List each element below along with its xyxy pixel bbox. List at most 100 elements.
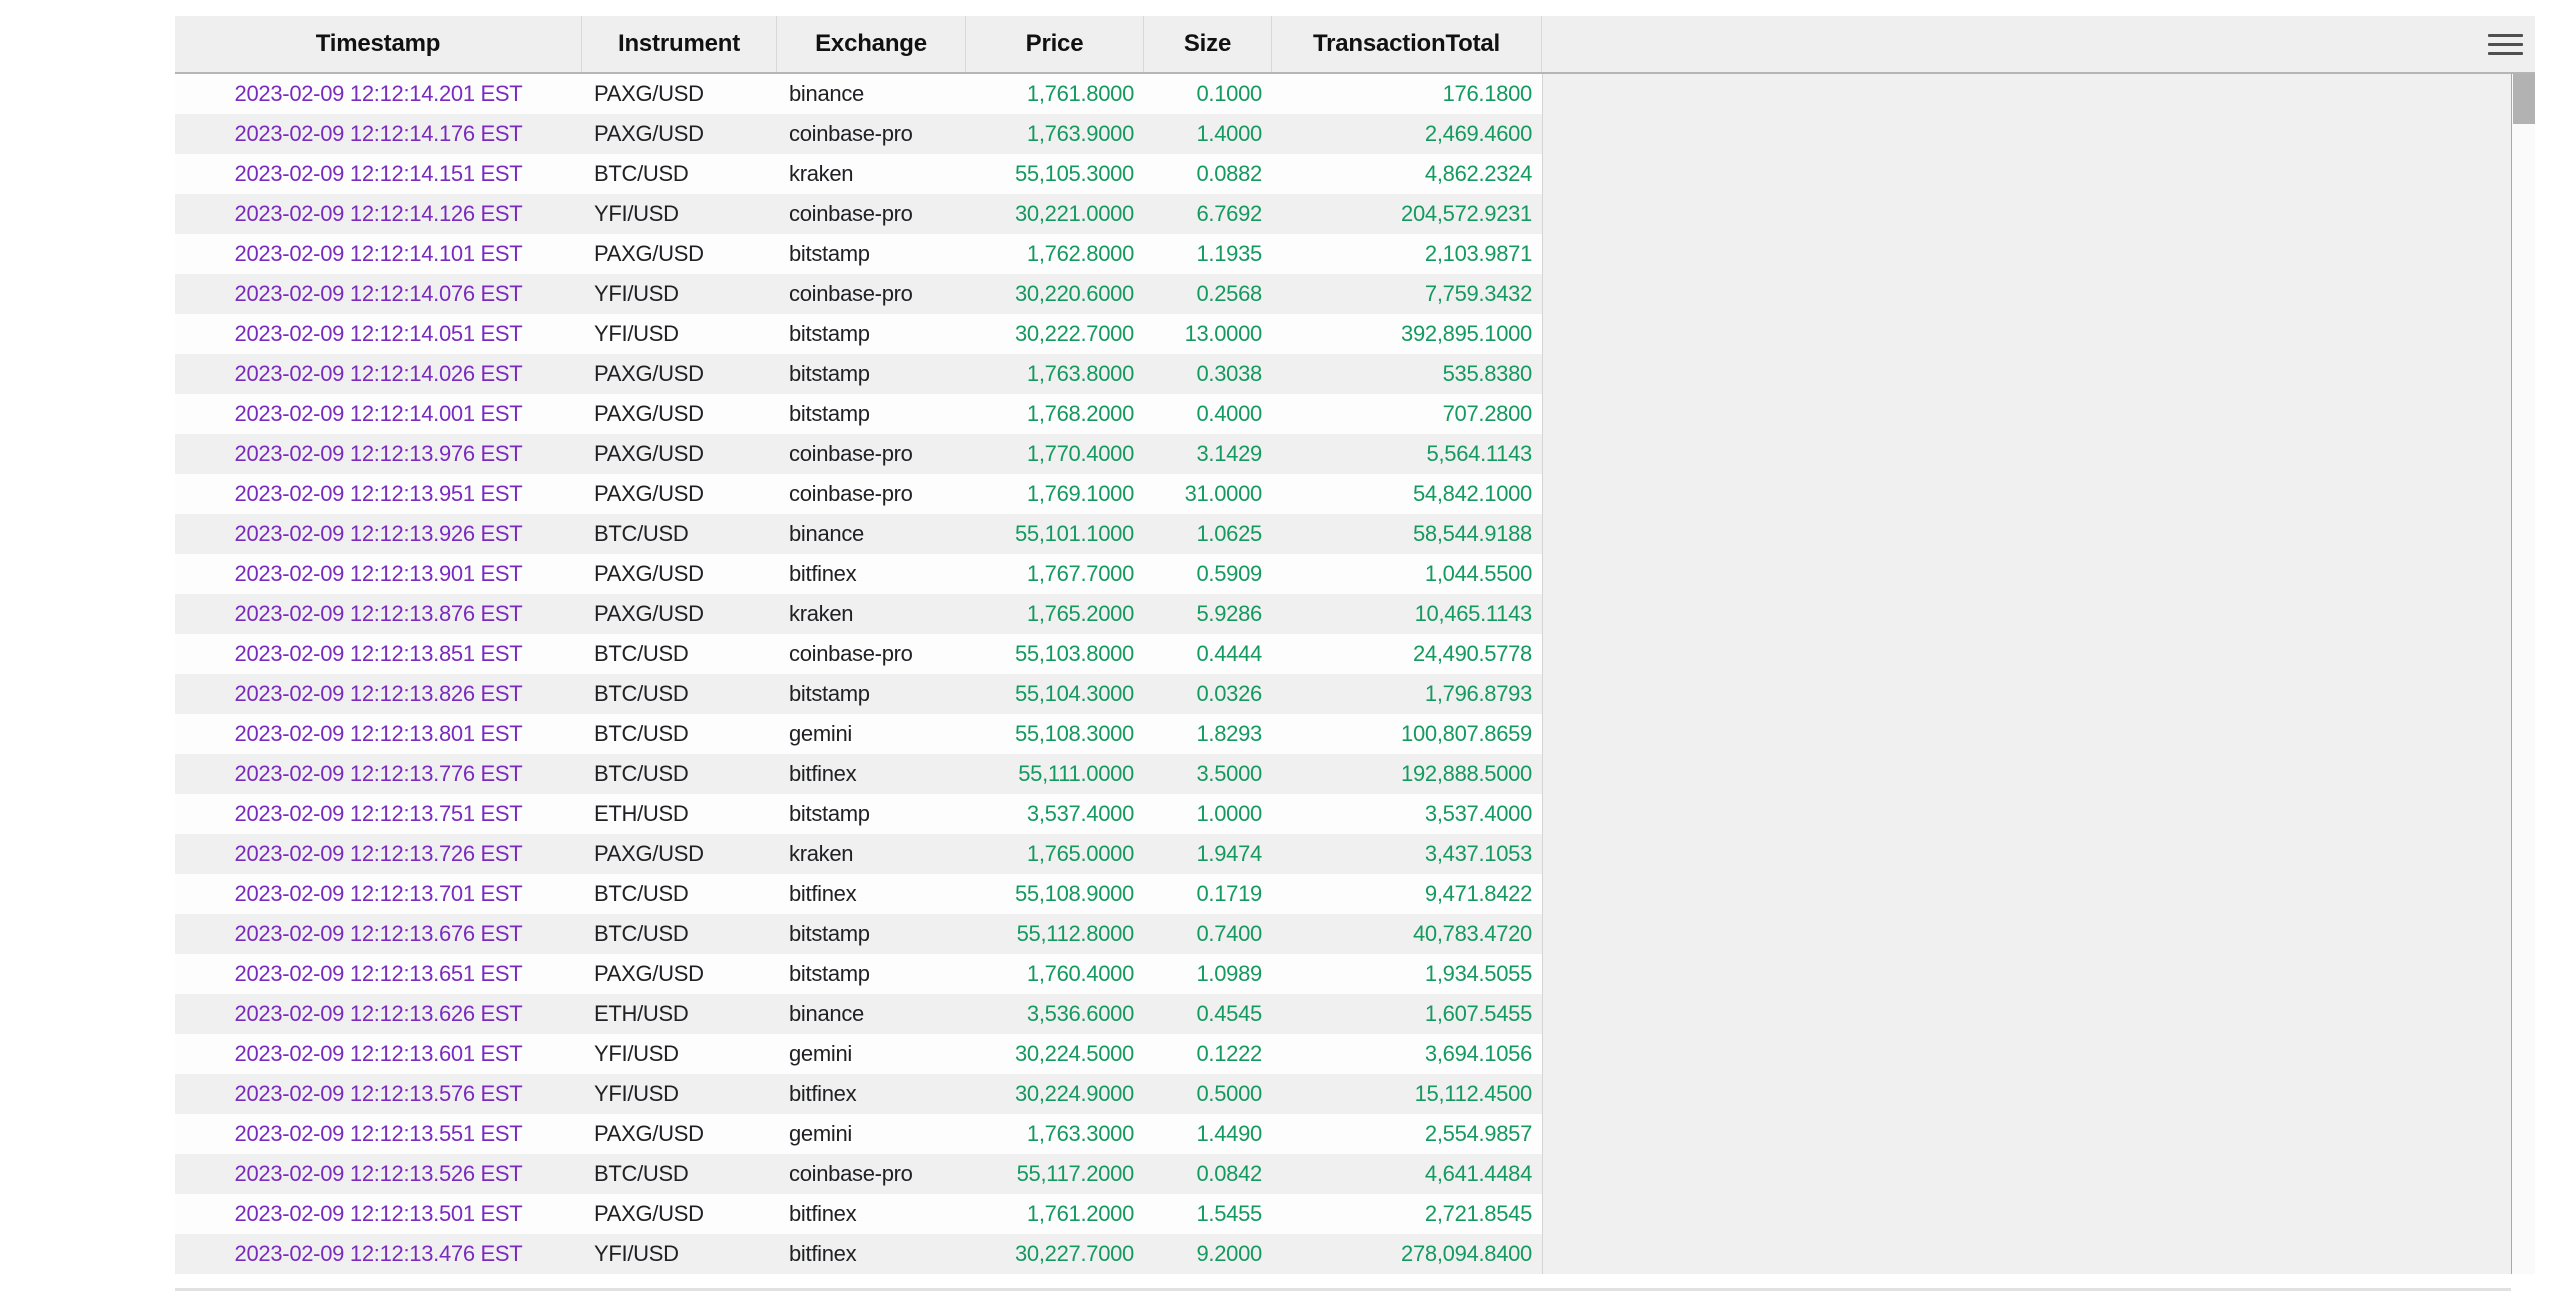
table-row[interactable]: 2023-02-09 12:12:13.951 EST PAXG/USD coinb… (175, 474, 1542, 514)
column-header-price[interactable]: Price (966, 16, 1144, 72)
cell-price: 55,101.1000 (1014, 521, 1134, 546)
cell-price: 1,769.1000 (1026, 481, 1134, 506)
table-row[interactable]: 2023-02-09 12:12:14.101 EST PAXG/USD bitst… (175, 234, 1542, 274)
cell-size: 0.1000 (1196, 81, 1263, 106)
table-row[interactable]: 2023-02-09 12:12:13.476 EST YFI/USD bitfin… (175, 1234, 1542, 1274)
cell-exchange: gemini (789, 1121, 853, 1146)
horizontal-scrollbar[interactable] (175, 1288, 2511, 1291)
cell-timestamp: 2023-02-09 12:12:13.801 EST (234, 721, 523, 746)
cell-exchange: coinbase-pro (789, 121, 913, 146)
cell-timestamp: 2023-02-09 12:12:14.026 EST (234, 361, 523, 386)
cell-timestamp: 2023-02-09 12:12:14.201 EST (234, 81, 523, 106)
cell-size: 1.9474 (1196, 841, 1263, 866)
hamburger-menu-icon (2488, 34, 2523, 37)
cell-size: 1.0625 (1196, 521, 1263, 546)
table-row[interactable]: 2023-02-09 12:12:14.151 EST BTC/USD kraken… (175, 154, 1542, 194)
table-row[interactable]: 2023-02-09 12:12:13.601 EST YFI/USD gemini… (175, 1034, 1542, 1074)
cell-size: 0.0326 (1196, 681, 1263, 706)
cell-transactiontotal: 24,490.5778 (1412, 641, 1532, 666)
table-row[interactable]: 2023-02-09 12:12:13.551 EST PAXG/USD gemin… (175, 1114, 1542, 1154)
cell-timestamp: 2023-02-09 12:12:13.901 EST (234, 561, 523, 586)
cell-size: 1.8293 (1196, 721, 1263, 746)
cell-instrument: BTC/USD (594, 521, 689, 546)
cell-price: 1,767.7000 (1026, 561, 1134, 586)
column-header-size[interactable]: Size (1144, 16, 1272, 72)
cell-price: 1,763.3000 (1026, 1121, 1134, 1146)
cell-timestamp: 2023-02-09 12:12:13.776 EST (234, 761, 523, 786)
table-row[interactable]: 2023-02-09 12:12:13.726 EST PAXG/USD krake… (175, 834, 1542, 874)
table-row[interactable]: 2023-02-09 12:12:13.651 EST PAXG/USD bitst… (175, 954, 1542, 994)
cell-size: 1.0000 (1196, 801, 1263, 826)
cell-instrument: BTC/USD (594, 921, 689, 946)
cell-transactiontotal: 100,807.8659 (1401, 721, 1532, 746)
table-row[interactable]: 2023-02-09 12:12:13.626 EST ETH/USD binanc… (175, 994, 1542, 1034)
cell-transactiontotal: 54,842.1000 (1412, 481, 1532, 506)
table-row[interactable]: 2023-02-09 12:12:13.901 EST PAXG/USD bitfi… (175, 554, 1542, 594)
table-row[interactable]: 2023-02-09 12:12:14.201 EST PAXG/USD binan… (175, 74, 1542, 114)
column-header-transactiontotal[interactable]: TransactionTotal (1272, 16, 1542, 72)
data-grid: Timestamp Instrument Exchange Price Size Tran… (175, 16, 2535, 1274)
cell-size: 0.4000 (1196, 401, 1263, 426)
cell-price: 1,761.8000 (1026, 81, 1134, 106)
cell-transactiontotal: 40,783.4720 (1412, 921, 1532, 946)
table-row[interactable]: 2023-02-09 12:12:14.026 EST PAXG/USD bitst… (175, 354, 1542, 394)
table-row[interactable]: 2023-02-09 12:12:13.776 EST BTC/USD bitfin… (175, 754, 1542, 794)
table-row[interactable]: 2023-02-09 12:12:13.501 EST PAXG/USD bitfi… (175, 1194, 1542, 1234)
menu-button[interactable] (2488, 34, 2523, 55)
table-row[interactable]: 2023-02-09 12:12:13.976 EST PAXG/USD coinb… (175, 434, 1542, 474)
column-header-instrument[interactable]: Instrument (582, 16, 777, 72)
cell-timestamp: 2023-02-09 12:12:13.676 EST (234, 921, 523, 946)
cell-transactiontotal: 2,721.8545 (1424, 1201, 1532, 1226)
cell-transactiontotal: 15,112.4500 (1414, 1081, 1533, 1106)
table-row[interactable]: 2023-02-09 12:12:13.676 EST BTC/USD bitsta… (175, 914, 1542, 954)
vertical-scrollbar[interactable] (2511, 74, 2535, 1274)
cell-transactiontotal: 2,103.9871 (1424, 241, 1532, 266)
table-row[interactable]: 2023-02-09 12:12:13.851 EST BTC/USD coinba… (175, 634, 1542, 674)
cell-instrument: ETH/USD (594, 1001, 689, 1026)
cell-price: 1,765.2000 (1026, 601, 1134, 626)
cell-instrument: PAXG/USD (594, 841, 704, 866)
cell-timestamp: 2023-02-09 12:12:14.126 EST (234, 201, 523, 226)
cell-price: 1,768.2000 (1026, 401, 1134, 426)
cell-exchange: bitfinex (789, 561, 857, 586)
table-row[interactable]: 2023-02-09 12:12:14.051 EST YFI/USD bitsta… (175, 314, 1542, 354)
table-row[interactable]: 2023-02-09 12:12:14.126 EST YFI/USD coinba… (175, 194, 1542, 234)
cell-timestamp: 2023-02-09 12:12:13.976 EST (234, 441, 523, 466)
cell-transactiontotal: 535.8380 (1442, 361, 1533, 386)
cell-instrument: BTC/USD (594, 1161, 689, 1186)
table-row[interactable]: 2023-02-09 12:12:13.576 EST YFI/USD bitfin… (175, 1074, 1542, 1114)
column-header-exchange[interactable]: Exchange (777, 16, 966, 72)
column-header-timestamp[interactable]: Timestamp (175, 16, 582, 72)
cell-instrument: PAXG/USD (594, 481, 704, 506)
table-row[interactable]: 2023-02-09 12:12:13.526 EST BTC/USD coinba… (175, 1154, 1542, 1194)
cell-exchange: bitstamp (789, 361, 870, 386)
cell-price: 55,111.0000 (1018, 761, 1134, 786)
cell-timestamp: 2023-02-09 12:12:14.176 EST (234, 121, 523, 146)
cell-price: 55,108.3000 (1014, 721, 1134, 746)
cell-size: 1.0989 (1196, 961, 1263, 986)
cell-size: 6.7692 (1196, 201, 1263, 226)
table-row[interactable]: 2023-02-09 12:12:13.826 EST BTC/USD bitsta… (175, 674, 1542, 714)
header-row: Timestamp Instrument Exchange Price Size Tran… (175, 16, 2535, 74)
cell-exchange: bitstamp (789, 401, 870, 426)
cell-price: 3,536.6000 (1026, 1001, 1134, 1026)
cell-price: 1,760.4000 (1026, 961, 1134, 986)
table-row[interactable]: 2023-02-09 12:12:13.801 EST BTC/USD gemini… (175, 714, 1542, 754)
table-row[interactable]: 2023-02-09 12:12:13.876 EST PAXG/USD krake… (175, 594, 1542, 634)
vertical-scrollbar-thumb[interactable] (2513, 74, 2535, 124)
cell-transactiontotal: 5,564.1143 (1426, 441, 1533, 466)
table-row[interactable]: 2023-02-09 12:12:13.701 EST BTC/USD bitfin… (175, 874, 1542, 914)
cell-exchange: bitstamp (789, 961, 870, 986)
table-row[interactable]: 2023-02-09 12:12:13.751 EST ETH/USD bitsta… (175, 794, 1542, 834)
table-row[interactable]: 2023-02-09 12:12:14.001 EST PAXG/USD bitst… (175, 394, 1542, 434)
cell-instrument: PAXG/USD (594, 961, 704, 986)
table-row[interactable]: 2023-02-09 12:12:13.926 EST BTC/USD binanc… (175, 514, 1542, 554)
table-row[interactable]: 2023-02-09 12:12:14.176 EST PAXG/USD coinb… (175, 114, 1542, 154)
table-row[interactable]: 2023-02-09 12:12:14.076 EST YFI/USD coinba… (175, 274, 1542, 314)
cell-price: 1,763.9000 (1026, 121, 1134, 146)
cell-timestamp: 2023-02-09 12:12:13.726 EST (234, 841, 523, 866)
cell-price: 55,103.8000 (1014, 641, 1134, 666)
cell-instrument: BTC/USD (594, 761, 689, 786)
cell-price: 55,117.2000 (1016, 1161, 1135, 1186)
cell-transactiontotal: 4,862.2324 (1424, 161, 1532, 186)
